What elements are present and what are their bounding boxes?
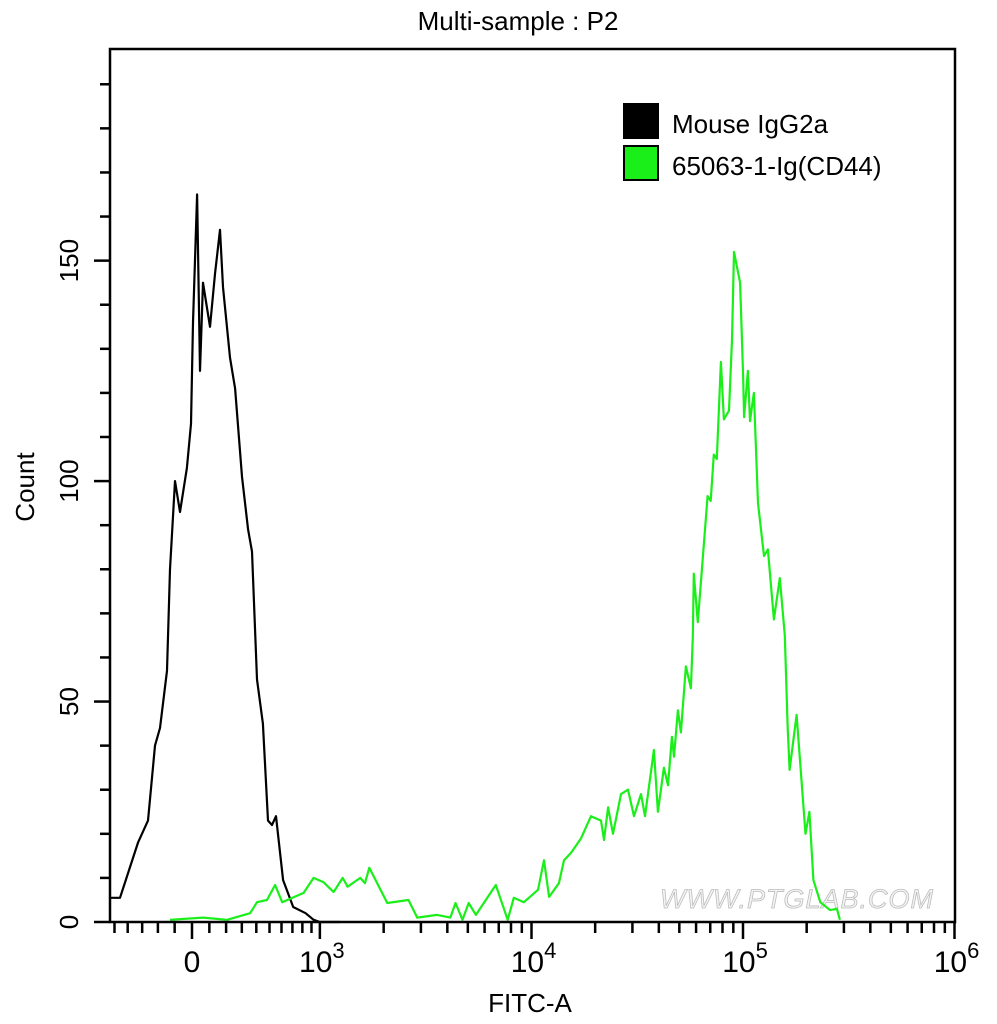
x-tick-exponent: 5 — [756, 938, 768, 963]
x-tick-exponent: 6 — [967, 938, 979, 963]
x-tick-base: 10 — [299, 946, 332, 979]
y-axis-label: Count — [10, 452, 40, 522]
chart-title: Multi-sample : P2 — [418, 6, 619, 36]
y-axis: 0 50 100 150 — [54, 83, 110, 929]
legend-label-1: 65063-1-Ig(CD44) — [672, 151, 882, 181]
y-tick-label: 150 — [54, 239, 84, 282]
x-tick-base: 10 — [722, 946, 755, 979]
x-axis-label: FITC-A — [488, 988, 572, 1018]
legend-swatch-0 — [623, 103, 659, 139]
y-tick-label: 100 — [54, 459, 84, 502]
legend-label-0: Mouse IgG2a — [672, 109, 829, 139]
x-tick-base: 10 — [934, 946, 967, 979]
histogram-curves — [110, 193, 841, 924]
legend-swatch-1 — [623, 145, 659, 181]
y-tick-label: 0 — [54, 915, 84, 929]
x-tick-exponent: 3 — [332, 938, 344, 963]
series-line-1 — [169, 250, 841, 921]
x-tick-label: 0 — [184, 946, 201, 979]
legend: Mouse IgG2a 65063-1-Ig(CD44) — [623, 103, 882, 181]
y-tick-label: 50 — [54, 687, 84, 716]
x-tick-base: 10 — [511, 946, 544, 979]
x-axis: 0 103 104 105 106 — [113, 922, 980, 979]
x-tick-label: 106 — [934, 938, 980, 979]
watermark: WWW.PTGLAB.COM — [660, 884, 934, 914]
series-line-0 — [110, 193, 341, 924]
x-tick-label: 104 — [511, 938, 557, 979]
x-tick-exponent: 4 — [544, 938, 556, 963]
x-tick-base: 0 — [184, 946, 201, 979]
x-tick-label: 103 — [299, 938, 345, 979]
x-tick-label: 105 — [722, 938, 768, 979]
